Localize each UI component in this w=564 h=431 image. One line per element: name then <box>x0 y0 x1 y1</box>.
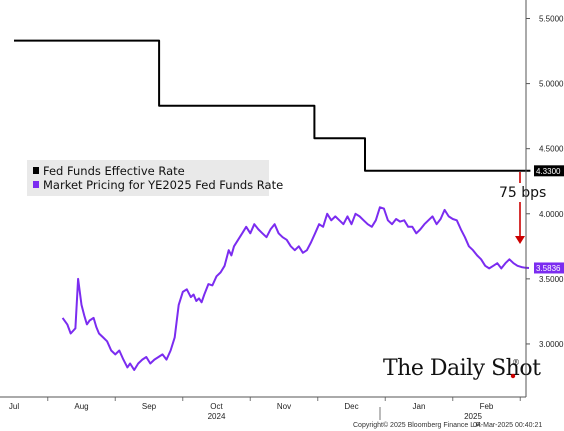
last-value-tag-0 <box>534 165 564 177</box>
legend-label-effr: Fed Funds Effective Rate <box>43 164 185 178</box>
last-value-label-1: 3.5836 <box>536 264 561 273</box>
legend: Fed Funds Effective Rate Market Pricing … <box>27 160 283 196</box>
y-tick-label: 5.0000 <box>539 80 564 89</box>
last-value-tag-1 <box>534 262 564 274</box>
legend-label-market: Market Pricing for YE2025 Fed Funds Rate <box>43 178 283 192</box>
brand-registered-mark: ® <box>512 358 520 367</box>
x-tick-label: Jul <box>9 402 19 411</box>
series-line-0 <box>14 39 531 172</box>
x-tick-label: Sep <box>142 402 157 411</box>
last-value-label-0: 4.3300 <box>536 167 561 176</box>
legend-swatch-market <box>33 181 39 188</box>
x-tick-label: Nov <box>277 402 291 411</box>
annotation: 75 bps <box>499 172 546 244</box>
annotation-arrow-head <box>515 236 525 244</box>
y-tick-label: 4.5000 <box>539 145 564 154</box>
brand-name: The Daily Shot <box>383 356 541 381</box>
footer-copyright: Copyright© 2025 Bloomberg Finance L.P. <box>353 421 482 429</box>
x-axis: Jul Aug Sep Oct Nov Dec Jan Feb 2024 2025 <box>9 397 521 421</box>
x-tick-label: Aug <box>74 402 88 411</box>
brand-dot <box>510 373 516 379</box>
legend-swatch-effr <box>33 167 39 174</box>
x-tick-label: Dec <box>344 402 358 411</box>
brand-logo: The Daily Shot ® <box>383 356 542 381</box>
legend-background <box>27 160 269 196</box>
x-tick-label: Oct <box>210 402 223 411</box>
y-tick-label: 5.5000 <box>539 15 564 24</box>
y-tick-label: 3.5000 <box>539 275 564 284</box>
x-year-label: 2025 <box>464 412 482 421</box>
annotation-text: 75 bps <box>499 185 546 201</box>
y-tick-label: 3.0000 <box>539 340 564 349</box>
x-year-label: 2024 <box>208 412 226 421</box>
footer-timestamp: 04-Mar-2025 00:40:21 <box>473 422 542 429</box>
series-line-1 <box>61 206 530 371</box>
x-tick-label: Feb <box>480 402 494 411</box>
x-tick-label: Jan <box>413 402 426 411</box>
plot-area: 4.3300 3.5836 <box>14 39 564 371</box>
y-tick-label: 4.0000 <box>539 210 564 219</box>
y-axis: 5.5000 5.0000 4.5000 4.0000 3.5000 3.0000 <box>526 15 564 349</box>
